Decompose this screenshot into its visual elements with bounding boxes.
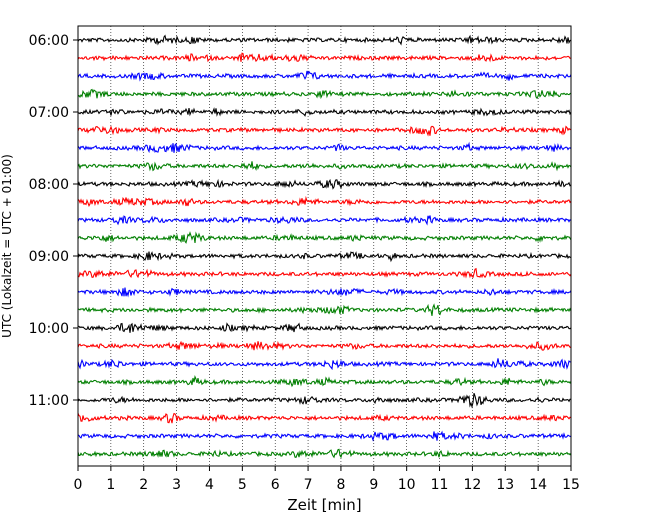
x-tick-label: 9: [369, 477, 378, 493]
trace-0645: [77, 88, 572, 100]
y-tick-label: 07:00: [29, 105, 69, 121]
x-tick-label: 12: [463, 477, 481, 493]
x-tick-label: 3: [172, 477, 181, 493]
trace-0715: [77, 125, 572, 137]
trace-0915: [77, 267, 572, 279]
trace-0630: [77, 70, 572, 82]
y-tick-label: 09:00: [29, 249, 69, 265]
x-tick-label: 0: [74, 477, 83, 493]
trace-0745: [77, 161, 572, 172]
trace-0600: [77, 34, 572, 46]
trace-0900: [77, 251, 572, 263]
x-tick-label: 1: [106, 477, 115, 493]
trace-1115: [77, 412, 572, 424]
seismic-traces: [77, 34, 572, 459]
x-axis-ticks: 0 1 2 3 4 5 6 7 8 9 10 11 12 13 14 15: [74, 466, 580, 493]
trace-1030: [77, 358, 572, 371]
trace-0830: [77, 215, 572, 226]
trace-1100: [77, 392, 572, 409]
trace-1000: [77, 322, 572, 333]
trace-1130: [77, 430, 572, 442]
trace-0700: [77, 107, 572, 117]
x-tick-label: 10: [398, 477, 416, 493]
plot-frame: [77, 25, 572, 467]
x-tick-label: 14: [529, 477, 547, 493]
y-axis-label: UTC (Lokalzeit = UTC + 01:00): [0, 154, 14, 338]
x-tick-label: 8: [336, 477, 345, 493]
trace-0815: [77, 195, 572, 208]
x-tick-label: 13: [496, 477, 514, 493]
trace-0845: [77, 231, 572, 244]
y-tick-label: 11:00: [29, 393, 69, 409]
trace-0730: [77, 141, 572, 154]
trace-1045: [77, 375, 572, 388]
trace-0930: [77, 287, 572, 298]
y-axis-ticks: 06:00 07:00 08:00 09:00 10:00 11:00: [29, 33, 78, 409]
x-tick-label: 6: [271, 477, 280, 493]
x-tick-label: 5: [238, 477, 247, 493]
trace-0945: [77, 303, 572, 316]
y-tick-label: 06:00: [29, 33, 69, 49]
trace-1015: [77, 340, 572, 351]
x-axis-label: Zeit [min]: [287, 496, 361, 514]
x-tick-label: 2: [139, 477, 148, 493]
trace-1145: [77, 448, 572, 459]
x-tick-label: 7: [304, 477, 313, 493]
trace-0615: [77, 52, 572, 63]
grid-lines: [110, 26, 539, 466]
x-tick-label: 4: [205, 477, 214, 493]
x-tick-label: 11: [431, 477, 449, 493]
y-tick-label: 10:00: [29, 321, 69, 337]
y-tick-label: 08:00: [29, 177, 69, 193]
trace-0800: [77, 178, 572, 190]
x-tick-label: 15: [562, 477, 580, 493]
